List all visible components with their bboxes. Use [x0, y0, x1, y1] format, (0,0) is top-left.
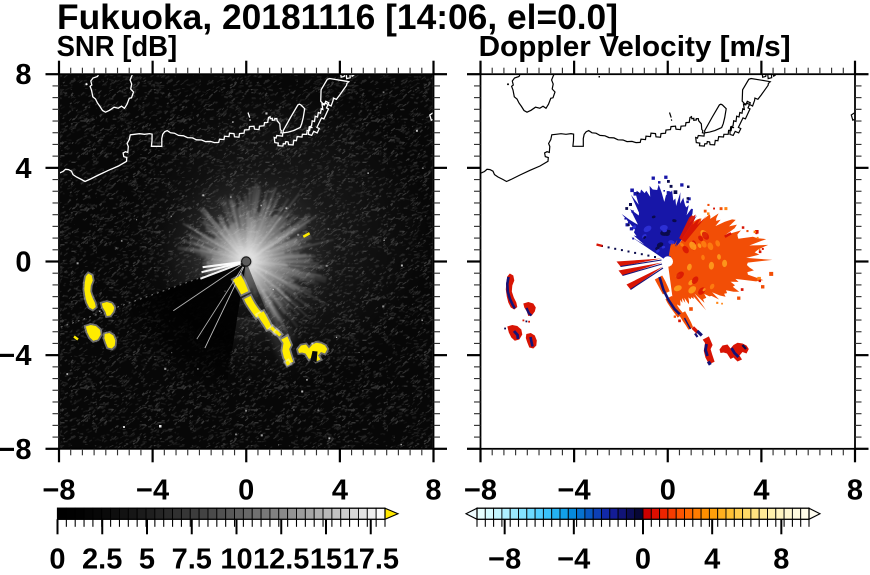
svg-text:0: 0	[15, 247, 31, 279]
svg-text:7.5: 7.5	[172, 544, 212, 571]
svg-text:5: 5	[139, 544, 155, 571]
svg-text:0: 0	[660, 475, 676, 507]
svg-text:−8: −8	[488, 544, 521, 571]
svg-text:4: 4	[753, 475, 769, 507]
svg-text:4: 4	[15, 153, 31, 185]
svg-text:−8: −8	[0, 434, 32, 466]
svg-text:0: 0	[49, 544, 65, 571]
svg-text:8: 8	[773, 544, 789, 571]
svg-text:10: 10	[220, 544, 252, 571]
svg-text:2.5: 2.5	[82, 544, 122, 571]
svg-text:−4: −4	[557, 544, 590, 571]
svg-text:17.5: 17.5	[343, 544, 399, 571]
svg-text:−4: −4	[558, 475, 591, 507]
svg-text:SNR [dB]: SNR [dB]	[57, 31, 178, 63]
svg-text:0: 0	[238, 475, 254, 507]
svg-text:−8: −8	[42, 475, 75, 507]
svg-text:12.5: 12.5	[253, 544, 309, 571]
svg-text:−4: −4	[136, 475, 169, 507]
svg-text:4: 4	[332, 475, 348, 507]
svg-text:8: 8	[15, 59, 31, 91]
svg-text:4: 4	[704, 544, 720, 571]
svg-text:15: 15	[310, 544, 342, 571]
svg-text:−8: −8	[464, 475, 497, 507]
svg-text:0: 0	[635, 544, 651, 571]
svg-text:Doppler Velocity [m/s]: Doppler Velocity [m/s]	[479, 31, 791, 63]
svg-text:8: 8	[847, 475, 863, 507]
svg-text:−4: −4	[0, 340, 32, 372]
svg-text:8: 8	[425, 475, 441, 507]
